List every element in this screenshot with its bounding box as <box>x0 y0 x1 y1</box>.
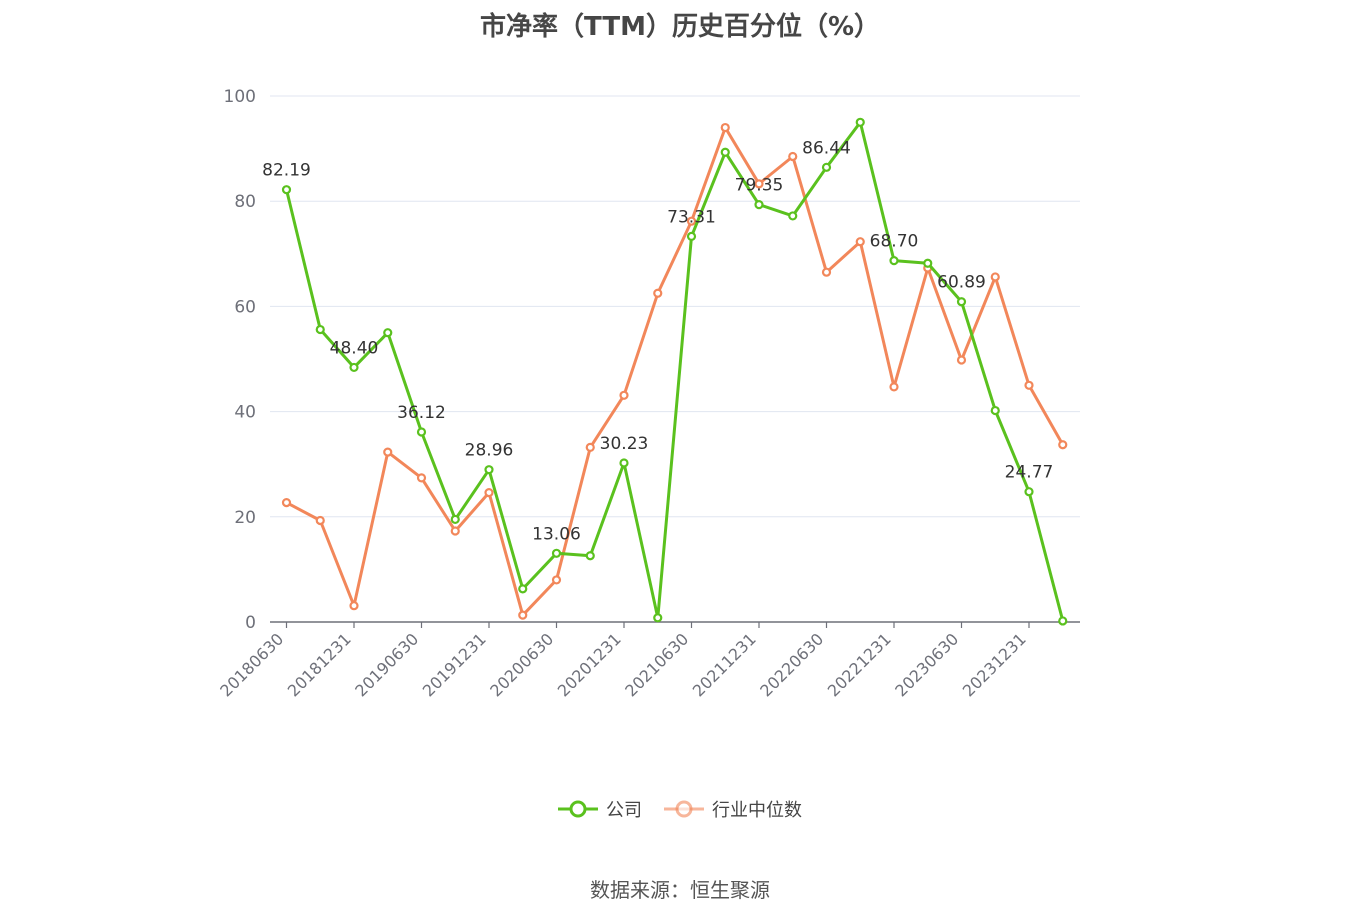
series-0-point-20201231 <box>619 458 629 468</box>
series-lines <box>281 117 1068 626</box>
series-1-point-20221231 <box>889 382 899 392</box>
series-1-point-20220930 <box>855 237 865 247</box>
x-tick-label-20201231: 20201231 <box>554 629 625 700</box>
legend: 公司 行业中位数 <box>0 796 1360 822</box>
series-1-point-20191231 <box>484 488 494 498</box>
data-label-20180630: 82.19 <box>262 161 311 181</box>
data-label-20210630: 73.31 <box>667 207 716 227</box>
x-tick-label-20231231: 20231231 <box>959 629 1030 700</box>
series-0-point-20190630 <box>416 427 427 437</box>
x-tick-label-20211231: 20211231 <box>689 629 760 700</box>
series-1-point-20190930 <box>450 526 460 536</box>
data-label-20221231: 68.70 <box>870 232 919 252</box>
series-1-point-20240331 <box>1058 440 1068 450</box>
axes: 0 20 40 60 80 100 2018063020181231201906302019… <box>216 87 1080 700</box>
series-1-point-20220331 <box>788 151 798 162</box>
y-tick-label-0: 0 <box>245 613 256 633</box>
series-0-point-20211231 <box>754 200 764 210</box>
y-tick-label-20: 20 <box>234 508 256 528</box>
legend-item-company[interactable]: 公司 <box>558 796 642 822</box>
data-label-20231231: 24.77 <box>1005 463 1054 483</box>
x-tick-label-20190630: 20190630 <box>351 629 422 700</box>
series-0-point-20210930 <box>720 147 730 157</box>
series-1-point-20211231 <box>754 179 764 189</box>
legend-marker-industry-median <box>664 800 704 818</box>
series-0-point-20210630 <box>686 231 697 241</box>
series-1-point-20200331 <box>518 610 528 620</box>
legend-item-industry-median[interactable]: 行业中位数 <box>664 796 802 822</box>
series-0-point-20180630 <box>281 185 292 195</box>
series-0-point-20191231 <box>484 465 494 475</box>
data-label-20220630: 86.44 <box>802 138 851 158</box>
data-label-20230630: 60.89 <box>937 273 986 293</box>
data-label-20211231: 79.35 <box>735 176 784 196</box>
series-1-point-20210630 <box>686 216 697 226</box>
data-label-20201231: 30.23 <box>600 434 649 454</box>
series-0-point-20200630 <box>551 548 562 558</box>
y-tick-label-60: 60 <box>234 297 256 317</box>
series-1-point-20230630 <box>956 355 967 365</box>
data-label-20200630: 13.06 <box>532 524 581 544</box>
x-tick-label-20221231: 20221231 <box>824 629 895 700</box>
series-line-1 <box>285 126 1065 617</box>
chart-title: 市净率（TTM）历史百分位（%） <box>480 12 880 42</box>
x-tick-label-20180630: 20180630 <box>216 629 287 700</box>
legend-label-industry-median: 行业中位数 <box>712 800 802 821</box>
series-1-point-20200930 <box>585 442 595 452</box>
y-tick-label-100: 100 <box>224 87 256 107</box>
series-1-point-20230930 <box>990 272 1000 282</box>
series-1-point-20210331 <box>653 288 663 298</box>
x-tick-label-20210630: 20210630 <box>621 629 692 700</box>
series-0-point-20230331 <box>923 258 933 268</box>
series-1-point-20180930 <box>315 515 325 526</box>
series-0-point-20220331 <box>788 211 798 221</box>
series-0-point-20221231 <box>889 256 899 266</box>
series-1-point-20190630 <box>416 473 427 483</box>
y-tick-label-40: 40 <box>234 403 256 423</box>
x-tick-label-20191231: 20191231 <box>419 629 490 700</box>
legend-label-company: 公司 <box>606 800 642 821</box>
series-0-point-20220930 <box>855 117 865 127</box>
series-0-point-20181231 <box>349 362 359 373</box>
x-tick-label-20220630: 20220630 <box>756 629 827 700</box>
series-1-point-20210930 <box>720 122 730 133</box>
data-label-20181231: 48.40 <box>330 338 379 358</box>
series-0-point-20200930 <box>585 551 595 561</box>
series-0-point-20190930 <box>450 514 460 525</box>
series-0-point-20210331 <box>653 613 663 623</box>
series-0-point-20230630 <box>956 297 967 307</box>
series-1-point-20201231 <box>619 390 629 400</box>
data-label-20190630: 36.12 <box>397 403 446 423</box>
legend-marker-company <box>558 800 598 818</box>
x-tick-label-20200630: 20200630 <box>486 629 557 700</box>
series-1-point-20220630 <box>821 267 832 277</box>
series-0-point-20190331 <box>383 328 393 338</box>
data-label-20191231: 28.96 <box>465 441 514 461</box>
series-1-point-20181231 <box>349 601 359 611</box>
series-0-point-20231231 <box>1024 487 1034 497</box>
series-0-point-20230930 <box>990 405 1000 416</box>
series-0-point-20240331 <box>1058 616 1068 626</box>
data-source: 数据来源：恒生聚源 <box>590 878 770 902</box>
series-1-point-20180630 <box>281 497 292 508</box>
x-tick-label-20230630: 20230630 <box>891 629 962 700</box>
series-1-point-20200630 <box>551 575 562 585</box>
series-0-point-20180930 <box>315 324 325 335</box>
x-tick-label-20181231: 20181231 <box>284 629 355 700</box>
series-0-point-20200331 <box>518 584 528 594</box>
series-1-point-20231231 <box>1024 380 1034 390</box>
series-1-point-20190331 <box>383 447 393 457</box>
series-line-0 <box>285 120 1065 622</box>
data-labels: 82.19 48.40 36.12 28.96 13.06 30.23 73.31 79.35… <box>262 138 1053 544</box>
series-0-point-20220630 <box>821 162 832 172</box>
y-tick-label-80: 80 <box>234 192 256 212</box>
